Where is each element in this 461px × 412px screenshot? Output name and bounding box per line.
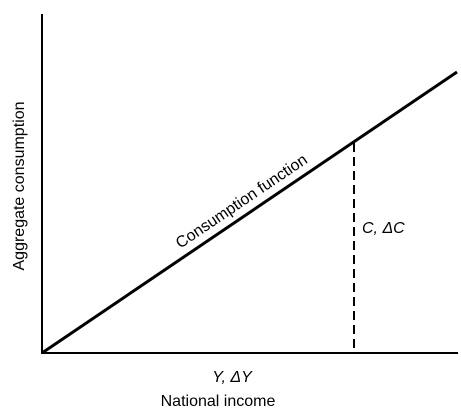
consumption-line (41, 70, 458, 355)
line-label: Consumption function (173, 151, 311, 252)
dashed-annotation: C, ΔC (362, 220, 405, 237)
x-axis-label: National income (161, 393, 276, 410)
y-axis-label: Aggregate consumption (11, 102, 28, 271)
x-annotation: Y, ΔY (212, 369, 253, 386)
